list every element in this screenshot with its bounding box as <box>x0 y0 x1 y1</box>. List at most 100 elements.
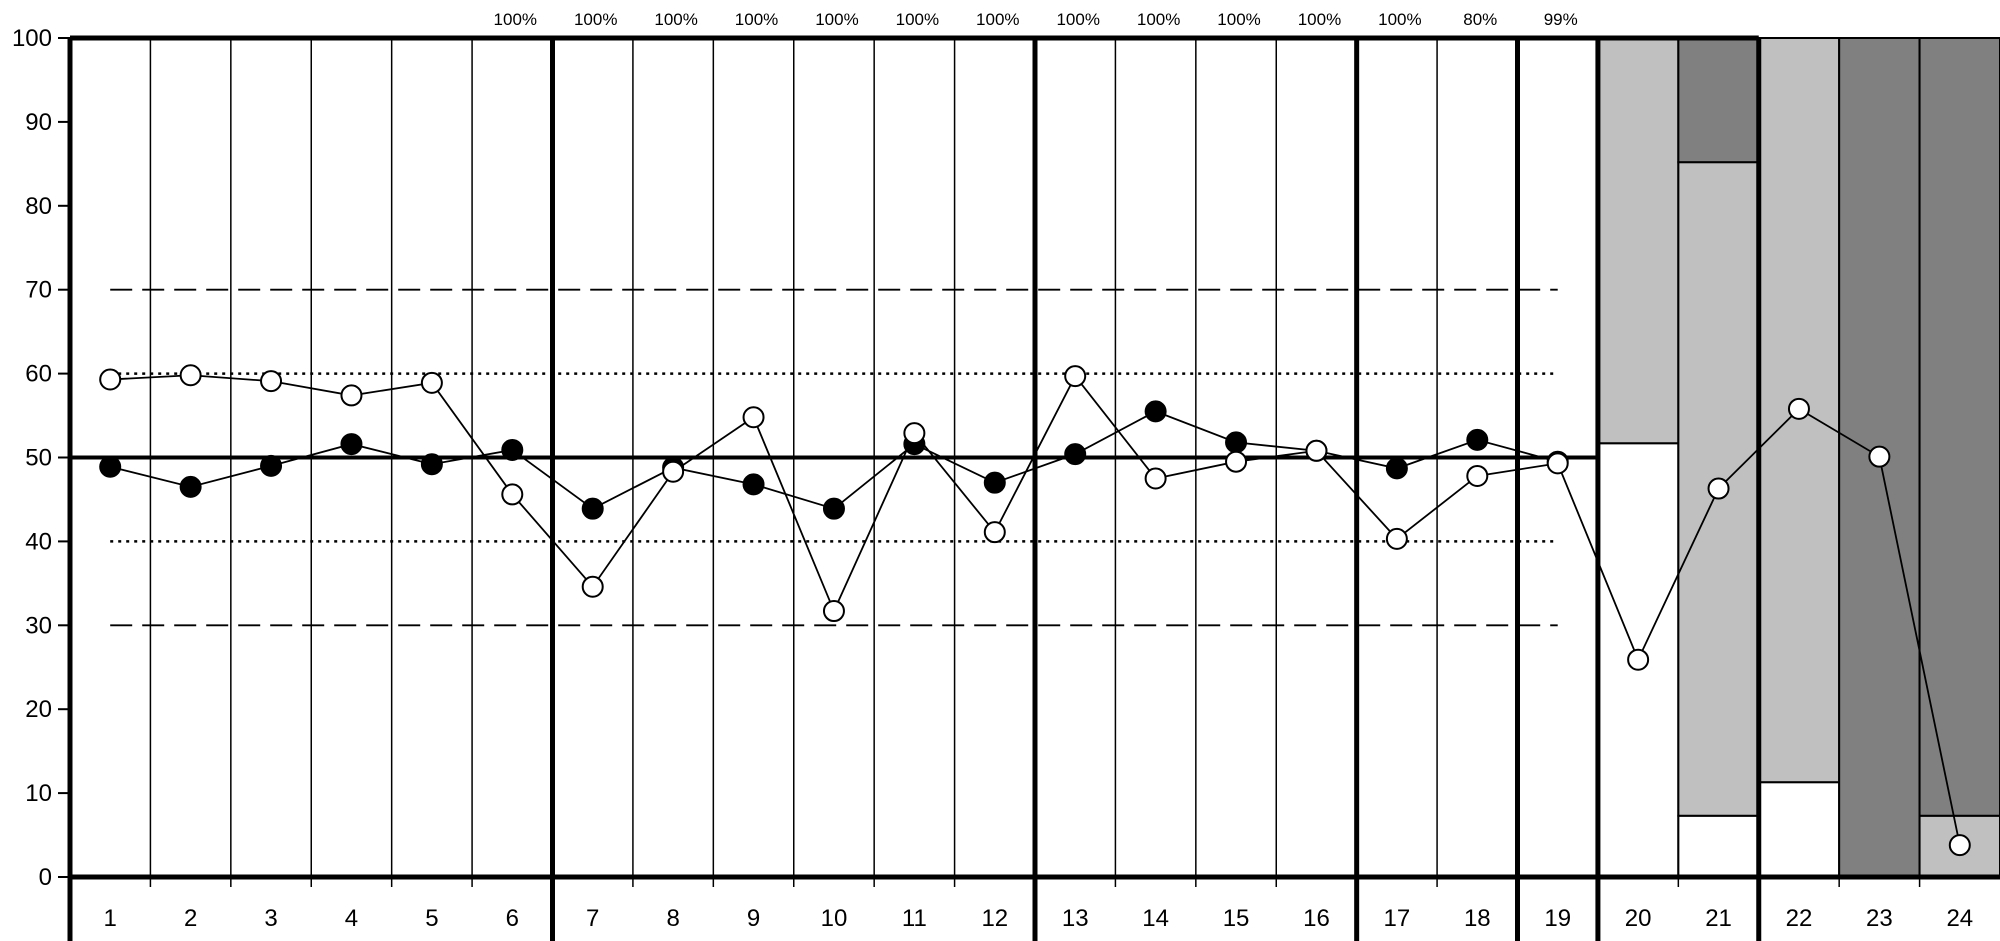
point-open-8 <box>662 460 685 483</box>
point-open-1 <box>99 368 122 391</box>
point-open-19 <box>1546 452 1569 475</box>
x-tick-label-14: 14 <box>1142 905 1169 932</box>
point-open-22 <box>1787 397 1810 420</box>
point-open-2 <box>179 364 202 387</box>
x-tick-label-3: 3 <box>264 905 277 932</box>
stacked-bars <box>1596 37 2000 878</box>
top-label-8: 100% <box>654 10 697 29</box>
bar-segment-21-0 <box>1677 814 1760 878</box>
y-tick-label-50: 50 <box>25 445 52 472</box>
point-open-9 <box>742 406 765 429</box>
top-label-11: 100% <box>896 10 939 29</box>
y-tick-label-20: 20 <box>25 696 52 723</box>
x-tick-label-6: 6 <box>506 905 519 932</box>
point-open-21 <box>1707 477 1730 500</box>
point-filled-15 <box>1225 431 1248 454</box>
point-open-3 <box>260 370 283 393</box>
bar-segment-24-1 <box>1918 37 2000 817</box>
top-label-13: 100% <box>1056 10 1099 29</box>
top-label-9: 100% <box>735 10 778 29</box>
bar-segment-20-1 <box>1596 37 1680 445</box>
top-label-15: 100% <box>1217 10 1260 29</box>
x-tick-label-20: 20 <box>1625 905 1652 932</box>
x-tick-label-8: 8 <box>666 905 679 932</box>
point-filled-13 <box>1064 443 1087 466</box>
point-filled-5 <box>420 453 443 476</box>
x-tick-label-18: 18 <box>1464 905 1491 932</box>
point-filled-4 <box>340 433 363 456</box>
point-open-18 <box>1466 464 1489 487</box>
x-tick-label-15: 15 <box>1223 905 1250 932</box>
x-tick-label-23: 23 <box>1866 905 1893 932</box>
point-open-11 <box>903 422 926 445</box>
top-label-17: 100% <box>1378 10 1421 29</box>
y-tick-label-30: 30 <box>25 612 52 639</box>
top-label-19: 99% <box>1544 10 1578 29</box>
point-filled-18 <box>1466 428 1489 451</box>
x-tick-label-9: 9 <box>747 905 760 932</box>
point-open-24 <box>1948 834 1971 857</box>
point-open-20 <box>1627 648 1650 671</box>
top-label-18: 80% <box>1463 10 1497 29</box>
point-open-17 <box>1385 527 1408 550</box>
bar-segment-21-2 <box>1677 37 1760 164</box>
y-tick-label-70: 70 <box>25 277 52 304</box>
point-open-5 <box>420 371 443 394</box>
x-tick-label-5: 5 <box>425 905 438 932</box>
x-tick-label-17: 17 <box>1384 905 1411 932</box>
point-open-14 <box>1144 467 1167 490</box>
x-tick-label-13: 13 <box>1062 905 1089 932</box>
x-tick-label-24: 24 <box>1946 905 1973 932</box>
y-tick-label-90: 90 <box>25 109 52 136</box>
top-label-14: 100% <box>1137 10 1180 29</box>
point-filled-14 <box>1144 400 1167 423</box>
point-open-4 <box>340 384 363 407</box>
point-filled-9 <box>742 473 765 496</box>
x-tick-label-11: 11 <box>902 905 927 932</box>
point-open-12 <box>983 521 1006 544</box>
point-open-6 <box>501 483 524 506</box>
x-tick-label-22: 22 <box>1786 905 1813 932</box>
bar-segment-22-0 <box>1757 781 1841 878</box>
point-filled-2 <box>179 475 202 498</box>
series-filled-line-0 <box>109 410 1558 510</box>
x-tick-label-2: 2 <box>184 905 197 932</box>
point-open-7 <box>581 575 604 598</box>
y-tick-label-40: 40 <box>25 528 52 555</box>
axes <box>58 35 2000 941</box>
point-open-15 <box>1225 450 1248 473</box>
x-tick-label-16: 16 <box>1303 905 1330 932</box>
data-series <box>99 364 1971 857</box>
series-open-line-0 <box>110 374 1961 846</box>
point-open-13 <box>1064 365 1087 388</box>
x-tick-label-21: 21 <box>1705 905 1732 932</box>
y-tick-label-100: 100 <box>12 25 52 52</box>
x-tick-label-10: 10 <box>821 905 848 932</box>
point-filled-1 <box>99 455 122 478</box>
top-label-7: 100% <box>574 10 617 29</box>
point-filled-3 <box>260 454 283 477</box>
point-filled-17 <box>1385 457 1408 480</box>
y-tick-label-80: 80 <box>25 193 52 220</box>
point-filled-10 <box>822 497 845 520</box>
x-tick-label-7: 7 <box>586 905 599 932</box>
y-tick-label-0: 0 <box>39 864 52 891</box>
y-tick-label-10: 10 <box>25 780 52 807</box>
x-tick-label-4: 4 <box>345 905 358 932</box>
point-open-10 <box>822 600 845 623</box>
point-filled-6 <box>501 438 524 461</box>
y-tick-label-60: 60 <box>25 361 52 388</box>
top-label-10: 100% <box>815 10 858 29</box>
x-tick-label-1: 1 <box>104 905 117 932</box>
group-boundaries <box>550 38 1762 941</box>
point-open-23 <box>1868 445 1891 468</box>
x-tick-label-19: 19 <box>1544 905 1571 932</box>
top-label-12: 100% <box>976 10 1019 29</box>
point-filled-12 <box>983 471 1006 494</box>
point-filled-7 <box>581 497 604 520</box>
top-label-6: 100% <box>494 10 537 29</box>
point-open-16 <box>1305 439 1328 462</box>
x-tick-label-12: 12 <box>981 905 1008 932</box>
